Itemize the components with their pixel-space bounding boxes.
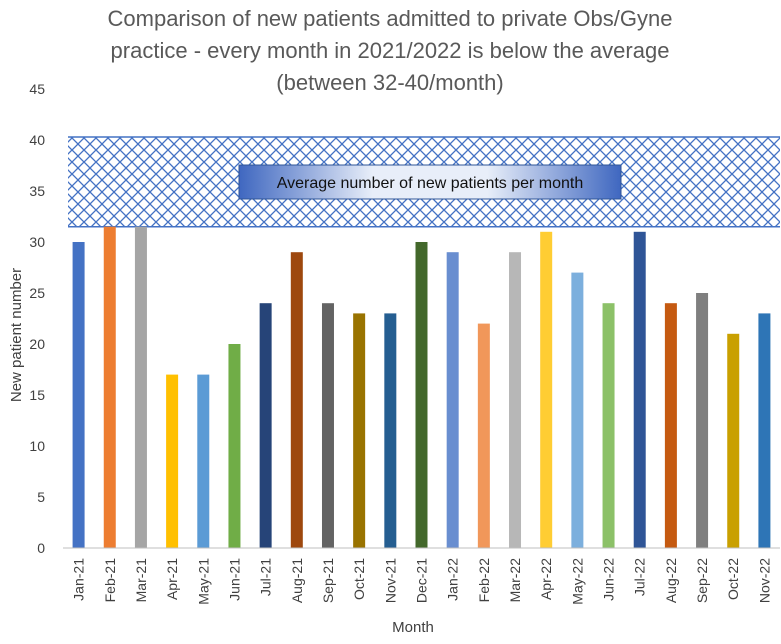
y-tick-label: 5 bbox=[37, 489, 45, 505]
x-tick-label: Oct-21 bbox=[351, 558, 367, 600]
y-tick-labels: 0 5 10 15 20 25 30 35 40 45 bbox=[29, 81, 45, 556]
x-tick-label: Jan-21 bbox=[71, 558, 87, 601]
bar-feb-21 bbox=[103, 226, 116, 548]
bar-nov-21 bbox=[384, 313, 397, 548]
y-tick-label: 10 bbox=[29, 438, 45, 454]
bar-sep-21 bbox=[321, 303, 334, 548]
bar-jun-22 bbox=[602, 303, 615, 548]
bar-may-22 bbox=[571, 272, 584, 548]
x-tick-labels: Jan-21 Feb-21 Mar-21 Apr-21 May-21 Jun-21 Jul-… bbox=[71, 558, 773, 605]
x-tick-label: Nov-21 bbox=[382, 558, 398, 603]
average-band-label-box bbox=[238, 164, 622, 200]
bar-may-21 bbox=[197, 374, 210, 548]
y-tick-label: 20 bbox=[29, 336, 45, 352]
x-tick-label: Dec-21 bbox=[414, 558, 430, 603]
y-axis-label: New patient number bbox=[8, 268, 25, 402]
average-band-layer: Average number of new patients per month bbox=[68, 136, 780, 228]
bar-oct-22 bbox=[727, 333, 740, 548]
bar-feb-22 bbox=[477, 323, 490, 548]
bar-apr-22 bbox=[540, 231, 553, 549]
y-tick-label: 45 bbox=[29, 81, 45, 97]
y-tick-label: 40 bbox=[29, 132, 45, 148]
x-tick-label: Mar-21 bbox=[133, 558, 149, 603]
chart-title-line-2: practice - every month in 2021/2022 is b… bbox=[111, 38, 670, 63]
bars-layer bbox=[72, 226, 771, 549]
x-tick-label: Jun-21 bbox=[226, 558, 242, 601]
x-tick-label: Feb-21 bbox=[102, 558, 118, 603]
bar-oct-21 bbox=[353, 313, 366, 548]
y-tick-label: 35 bbox=[29, 183, 45, 199]
bar-nov-22 bbox=[758, 313, 771, 548]
bar-mar-22 bbox=[509, 252, 522, 548]
x-tick-label: Jul-21 bbox=[258, 558, 274, 596]
y-tick-label: 25 bbox=[29, 285, 45, 301]
x-tick-label: Apr-21 bbox=[164, 558, 180, 600]
bar-jan-21 bbox=[72, 242, 85, 548]
bar-jul-22 bbox=[633, 231, 646, 549]
bar-jun-21 bbox=[228, 344, 241, 548]
average-band-label: Average number of new patients per month bbox=[277, 175, 584, 192]
x-tick-label: Nov-22 bbox=[756, 558, 772, 603]
x-tick-label: Apr-22 bbox=[538, 558, 554, 600]
chart-title-line-3: (between 32-40/month) bbox=[276, 70, 503, 95]
x-tick-label: May-22 bbox=[569, 558, 585, 605]
y-tick-label: 15 bbox=[29, 387, 45, 403]
y-tick-label: 30 bbox=[29, 234, 45, 250]
x-tick-label: Aug-21 bbox=[289, 558, 305, 603]
x-tick-label: Aug-22 bbox=[663, 558, 679, 603]
x-tick-label: Feb-22 bbox=[476, 558, 492, 603]
x-tick-label: Jul-22 bbox=[632, 558, 648, 596]
chart-title-line-1: Comparison of new patients admitted to p… bbox=[108, 6, 673, 31]
x-axis-label: Month bbox=[392, 619, 434, 636]
bar-jul-21 bbox=[259, 303, 272, 548]
bar-aug-22 bbox=[664, 303, 677, 548]
x-tick-label: Oct-22 bbox=[725, 558, 741, 600]
bar-sep-22 bbox=[696, 293, 709, 548]
x-tick-label: Jan-22 bbox=[445, 558, 461, 601]
y-tick-label: 0 bbox=[37, 540, 45, 556]
bar-aug-21 bbox=[290, 252, 303, 548]
x-tick-label: Jun-22 bbox=[601, 558, 617, 601]
bar-apr-21 bbox=[166, 374, 179, 548]
x-tick-label: Mar-22 bbox=[507, 558, 523, 603]
bar-dec-21 bbox=[415, 242, 428, 548]
x-tick-label: Sep-21 bbox=[320, 558, 336, 603]
bar-mar-21 bbox=[134, 226, 147, 548]
bar-jan-22 bbox=[446, 252, 459, 548]
x-tick-label: Sep-22 bbox=[694, 558, 710, 603]
x-tick-label: May-21 bbox=[195, 558, 211, 605]
